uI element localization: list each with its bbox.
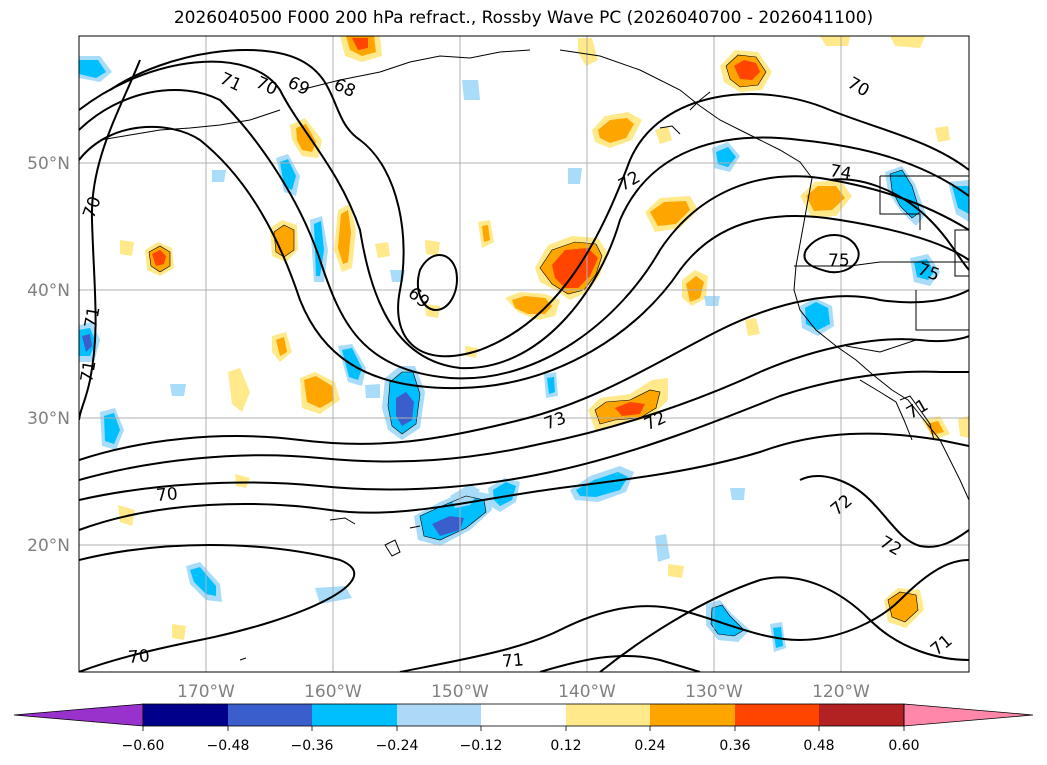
latitude-labels: 50°N 40°N 30°N 20°N [27, 154, 70, 556]
contour-label: 71 [77, 359, 100, 384]
colorbar-segment [819, 704, 904, 726]
colorbar-tick-marks [142, 726, 905, 731]
colorbar-tick-label: 0.60 [888, 738, 919, 754]
colorbar-frame [142, 703, 905, 727]
colorbar-segment [397, 704, 481, 726]
contour-label: 74 [828, 161, 853, 184]
lon-label: 150°W [431, 682, 489, 702]
lon-label: 130°W [685, 682, 743, 702]
contour-label: 70 [155, 484, 178, 506]
colorbar-tick-label: −0.24 [376, 738, 419, 754]
colorbar-low-extend [13, 703, 144, 727]
coastlines [99, 49, 969, 661]
colorbar-segment [481, 704, 566, 726]
colorbar-tick-label: 0.12 [550, 738, 581, 754]
lat-label: 40°N [27, 281, 70, 301]
colorbar-tick-label: 0.36 [719, 738, 750, 754]
lat-label: 30°N [27, 409, 70, 429]
contour-label: 71 [81, 305, 104, 330]
colorbar-tick-label: 0.48 [803, 738, 834, 754]
map-title: 2026040500 F000 200 hPa refract., Rossby… [173, 8, 874, 28]
graticule [79, 36, 969, 672]
colorbar-tick-label: −0.60 [122, 738, 165, 754]
contour-label: 71 [501, 650, 524, 672]
colorbar-tick-label: −0.36 [291, 738, 334, 754]
refractivity-contours [79, 49, 969, 672]
colorbar: −0.60 −0.48 −0.36 −0.24 −0.12 0.12 0.24 … [13, 703, 1034, 754]
colorbar-tick-label: 0.24 [634, 738, 665, 754]
lat-label: 50°N [27, 154, 70, 174]
lon-label: 140°W [558, 682, 616, 702]
contour-label: 75 [828, 251, 850, 271]
lon-label: 120°W [812, 682, 870, 702]
colorbar-segment [312, 704, 397, 726]
colorbar-segment [143, 704, 228, 726]
contour-label: 70 [127, 646, 150, 668]
colorbar-high-extend [903, 703, 1034, 727]
colorbar-tick-label: −0.48 [207, 738, 250, 754]
colorbar-tick-label: −0.12 [460, 738, 503, 754]
longitude-labels: 170°W 160°W 150°W 140°W 130°W 120°W [177, 682, 870, 702]
lat-label: 20°N [27, 536, 70, 556]
colorbar-segment [566, 704, 650, 726]
colorbar-segment [650, 704, 735, 726]
colorbar-segment [228, 704, 312, 726]
lon-label: 170°W [177, 682, 235, 702]
colorbar-segment [735, 704, 819, 726]
lon-label: 160°W [304, 682, 362, 702]
plot-frame [78, 35, 970, 673]
